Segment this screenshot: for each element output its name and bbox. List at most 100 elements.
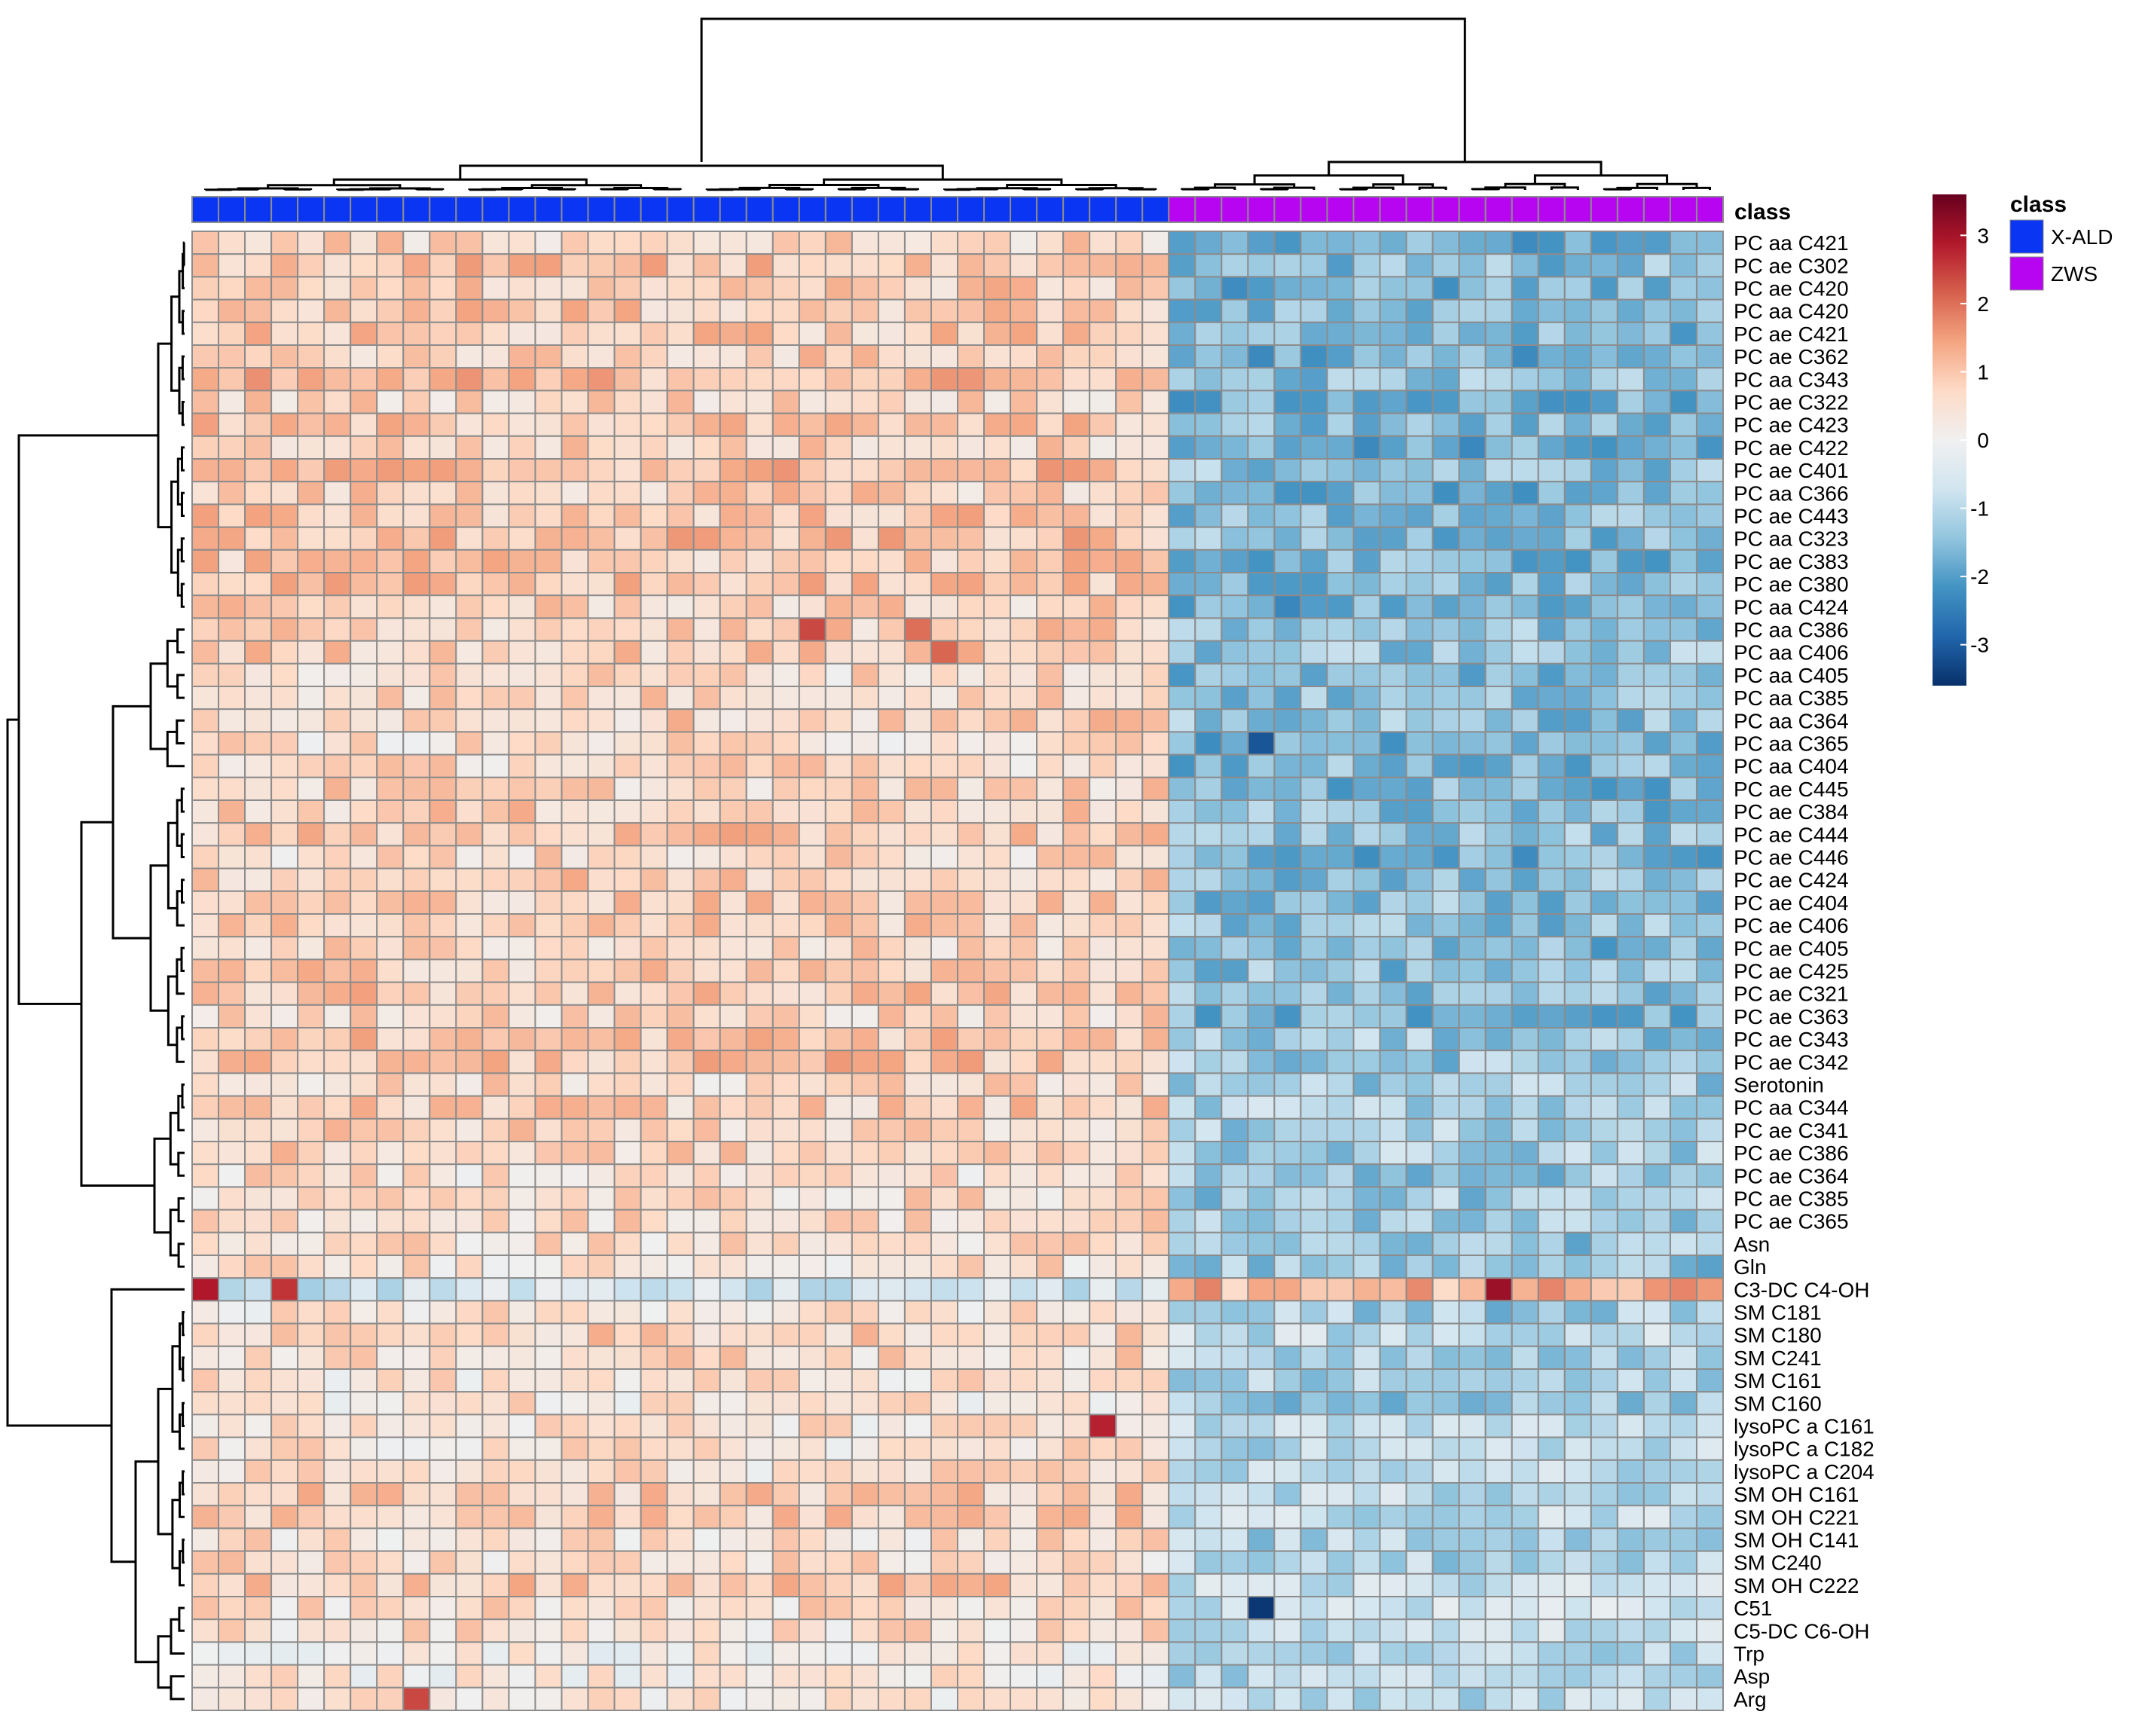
- heatmap-cell: [245, 1324, 271, 1346]
- heatmap-cell: [1407, 664, 1433, 686]
- heatmap-cell: [1459, 1642, 1486, 1664]
- heatmap-cell: [931, 914, 958, 937]
- heatmap-cell: [1644, 436, 1670, 459]
- heatmap-cell: [1354, 1028, 1380, 1050]
- heatmap-cell: [1221, 914, 1248, 937]
- heatmap-cell: [958, 1142, 984, 1164]
- heatmap-cell: [1089, 231, 1116, 254]
- heatmap-cell: [429, 709, 456, 732]
- heatmap-cell: [1116, 1346, 1142, 1369]
- heatmap-cell: [905, 1619, 931, 1642]
- heatmap-cell: [694, 231, 720, 254]
- heatmap-cell: [668, 231, 694, 254]
- heatmap-cell: [588, 1187, 615, 1209]
- heatmap-cell: [1591, 709, 1618, 732]
- heatmap-cell: [377, 481, 403, 504]
- heatmap-cell: [852, 481, 878, 504]
- heatmap-cell: [1037, 1324, 1063, 1346]
- row-dendrogram-link: [179, 1608, 185, 1631]
- heatmap-cell: [852, 527, 878, 550]
- heatmap-cell: [1459, 709, 1486, 732]
- heatmap-cell: [747, 983, 773, 1005]
- heatmap-cell: [641, 1665, 668, 1688]
- heatmap-cell: [984, 1688, 1010, 1710]
- heatmap-cell: [588, 1528, 615, 1551]
- heatmap-cell: [561, 1096, 588, 1119]
- heatmap-cell: [403, 459, 429, 481]
- heatmap-cell: [1670, 1278, 1697, 1300]
- heatmap-cell: [1591, 1438, 1618, 1460]
- heatmap-cell: [588, 1324, 615, 1346]
- heatmap-cell: [905, 641, 931, 664]
- heatmap-cell: [1538, 300, 1565, 322]
- heatmap-cell: [1248, 869, 1274, 891]
- heatmap-cell: [271, 1346, 298, 1369]
- heatmap-cell: [456, 686, 482, 709]
- heatmap-cell: [799, 345, 826, 368]
- heatmap-cell: [1459, 1460, 1486, 1483]
- heatmap-cell: [1089, 891, 1116, 914]
- heatmap-cell: [1037, 1346, 1063, 1369]
- heatmap-cell: [1380, 595, 1407, 618]
- heatmap-cell: [1433, 1528, 1459, 1551]
- heatmap-cell: [403, 390, 429, 413]
- heatmap-cell: [615, 1369, 641, 1392]
- heatmap-cell: [720, 414, 747, 436]
- heatmap-cell: [535, 1483, 561, 1505]
- heatmap-cell: [1327, 937, 1353, 959]
- heatmap-cell: [1591, 641, 1618, 664]
- heatmap-cell: [694, 1414, 720, 1437]
- heatmap-cell: [641, 869, 668, 891]
- heatmap-cell: [799, 1164, 826, 1187]
- heatmap-cell: [641, 1210, 668, 1233]
- heatmap-cell: [1565, 390, 1591, 413]
- heatmap-cell: [1089, 390, 1116, 413]
- heatmap-cell: [192, 1233, 218, 1255]
- heatmap-cell: [324, 778, 350, 800]
- heatmap-cell: [878, 231, 905, 254]
- heatmap-cell: [1565, 1505, 1591, 1528]
- heatmap-cell: [641, 573, 668, 595]
- heatmap-cell: [1221, 1642, 1248, 1664]
- heatmap-cell: [1300, 277, 1327, 299]
- heatmap-cell: [561, 1210, 588, 1233]
- heatmap-cell: [694, 778, 720, 800]
- heatmap-cell: [1644, 573, 1670, 595]
- heatmap-cell: [878, 709, 905, 732]
- heatmap-cell: [1459, 527, 1486, 550]
- heatmap-cell: [958, 1414, 984, 1437]
- heatmap-cell: [350, 641, 377, 664]
- heatmap-cell: [1644, 664, 1670, 686]
- heatmap-cell: [747, 254, 773, 277]
- heatmap-cell: [1037, 1233, 1063, 1255]
- heatmap-cell: [1644, 1414, 1670, 1437]
- heatmap-cell: [931, 823, 958, 845]
- heatmap-cell: [826, 368, 852, 390]
- heatmap-cell: [826, 1483, 852, 1505]
- heatmap-cell: [1221, 550, 1248, 573]
- heatmap-cell: [1538, 1619, 1565, 1642]
- heatmap-cell: [1300, 686, 1327, 709]
- heatmap-cell: [1274, 1028, 1300, 1050]
- heatmap-cell: [1300, 527, 1327, 550]
- heatmap-cell: [1142, 914, 1169, 937]
- heatmap-cell: [1089, 641, 1116, 664]
- heatmap-cell: [958, 732, 984, 754]
- heatmap-cell: [509, 595, 535, 618]
- heatmap-cell: [747, 277, 773, 299]
- heatmap-cell: [720, 1050, 747, 1073]
- heatmap-cell: [1274, 1324, 1300, 1346]
- heatmap-cell: [668, 1187, 694, 1209]
- heatmap-cell: [298, 300, 324, 322]
- heatmap-cell: [1670, 1050, 1697, 1073]
- heatmap-cell: [1089, 504, 1116, 527]
- heatmap-cell: [350, 254, 377, 277]
- heatmap-cell: [324, 1028, 350, 1050]
- heatmap-cell: [456, 1505, 482, 1528]
- heatmap-cell: [799, 891, 826, 914]
- heatmap-cell: [615, 1438, 641, 1460]
- row-dendrogram-link: [182, 1085, 185, 1108]
- heatmap-cell: [1644, 1642, 1670, 1664]
- heatmap-cell: [878, 527, 905, 550]
